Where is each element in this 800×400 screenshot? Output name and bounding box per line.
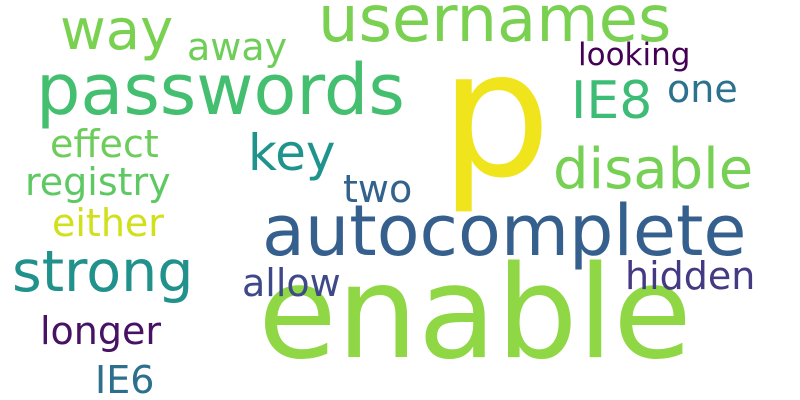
- word-enable: enable: [258, 239, 692, 388]
- word-usernames: usernames: [318, 0, 672, 57]
- word-autocomplete: autocomplete: [262, 190, 747, 272]
- word-two: two: [343, 167, 413, 211]
- word-allow: allow: [242, 261, 341, 305]
- word-either: either: [52, 201, 164, 245]
- word-looking: looking: [578, 37, 691, 73]
- word-hidden: hidden: [625, 254, 756, 298]
- word-p: p: [440, 14, 552, 217]
- word-ie6: IE6: [95, 358, 155, 400]
- word-key: key: [248, 124, 336, 182]
- word-ie8: IE8: [571, 71, 653, 131]
- word-disable: disable: [553, 137, 754, 202]
- word-registry: registry: [25, 160, 171, 204]
- word-effect: effect: [50, 122, 159, 166]
- word-longer: longer: [40, 309, 162, 353]
- word-passwords: passwords: [36, 49, 405, 131]
- word-one: one: [667, 67, 738, 111]
- word-away: away: [187, 25, 288, 69]
- word-way: way: [60, 0, 174, 63]
- word-strong: strong: [12, 239, 194, 305]
